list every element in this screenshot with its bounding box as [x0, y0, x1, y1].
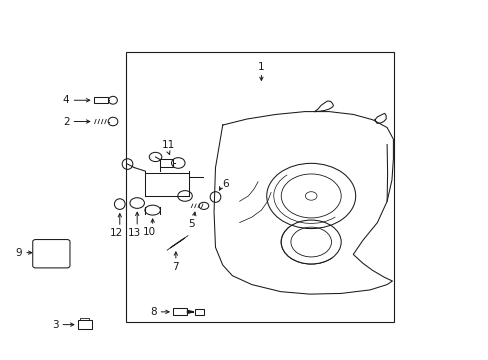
Text: 2: 2 [63, 117, 69, 126]
Polygon shape [187, 310, 193, 313]
Text: 9: 9 [16, 248, 22, 258]
Text: 7: 7 [172, 262, 179, 272]
Bar [195, 309, 203, 315]
Bar [78, 320, 92, 329]
Bar [160, 159, 173, 167]
Text: 4: 4 [63, 95, 69, 105]
Text: 6: 6 [223, 179, 229, 189]
Text: 8: 8 [150, 307, 156, 317]
Text: 12: 12 [109, 228, 123, 238]
Text: 11: 11 [161, 140, 174, 150]
Text: 10: 10 [143, 227, 156, 237]
Bar [126, 53, 393, 322]
Bar [173, 308, 187, 315]
Text: 3: 3 [52, 320, 58, 330]
Text: 13: 13 [127, 228, 141, 238]
Bar [94, 97, 108, 103]
Text: 1: 1 [258, 62, 264, 72]
Text: 5: 5 [187, 219, 194, 229]
